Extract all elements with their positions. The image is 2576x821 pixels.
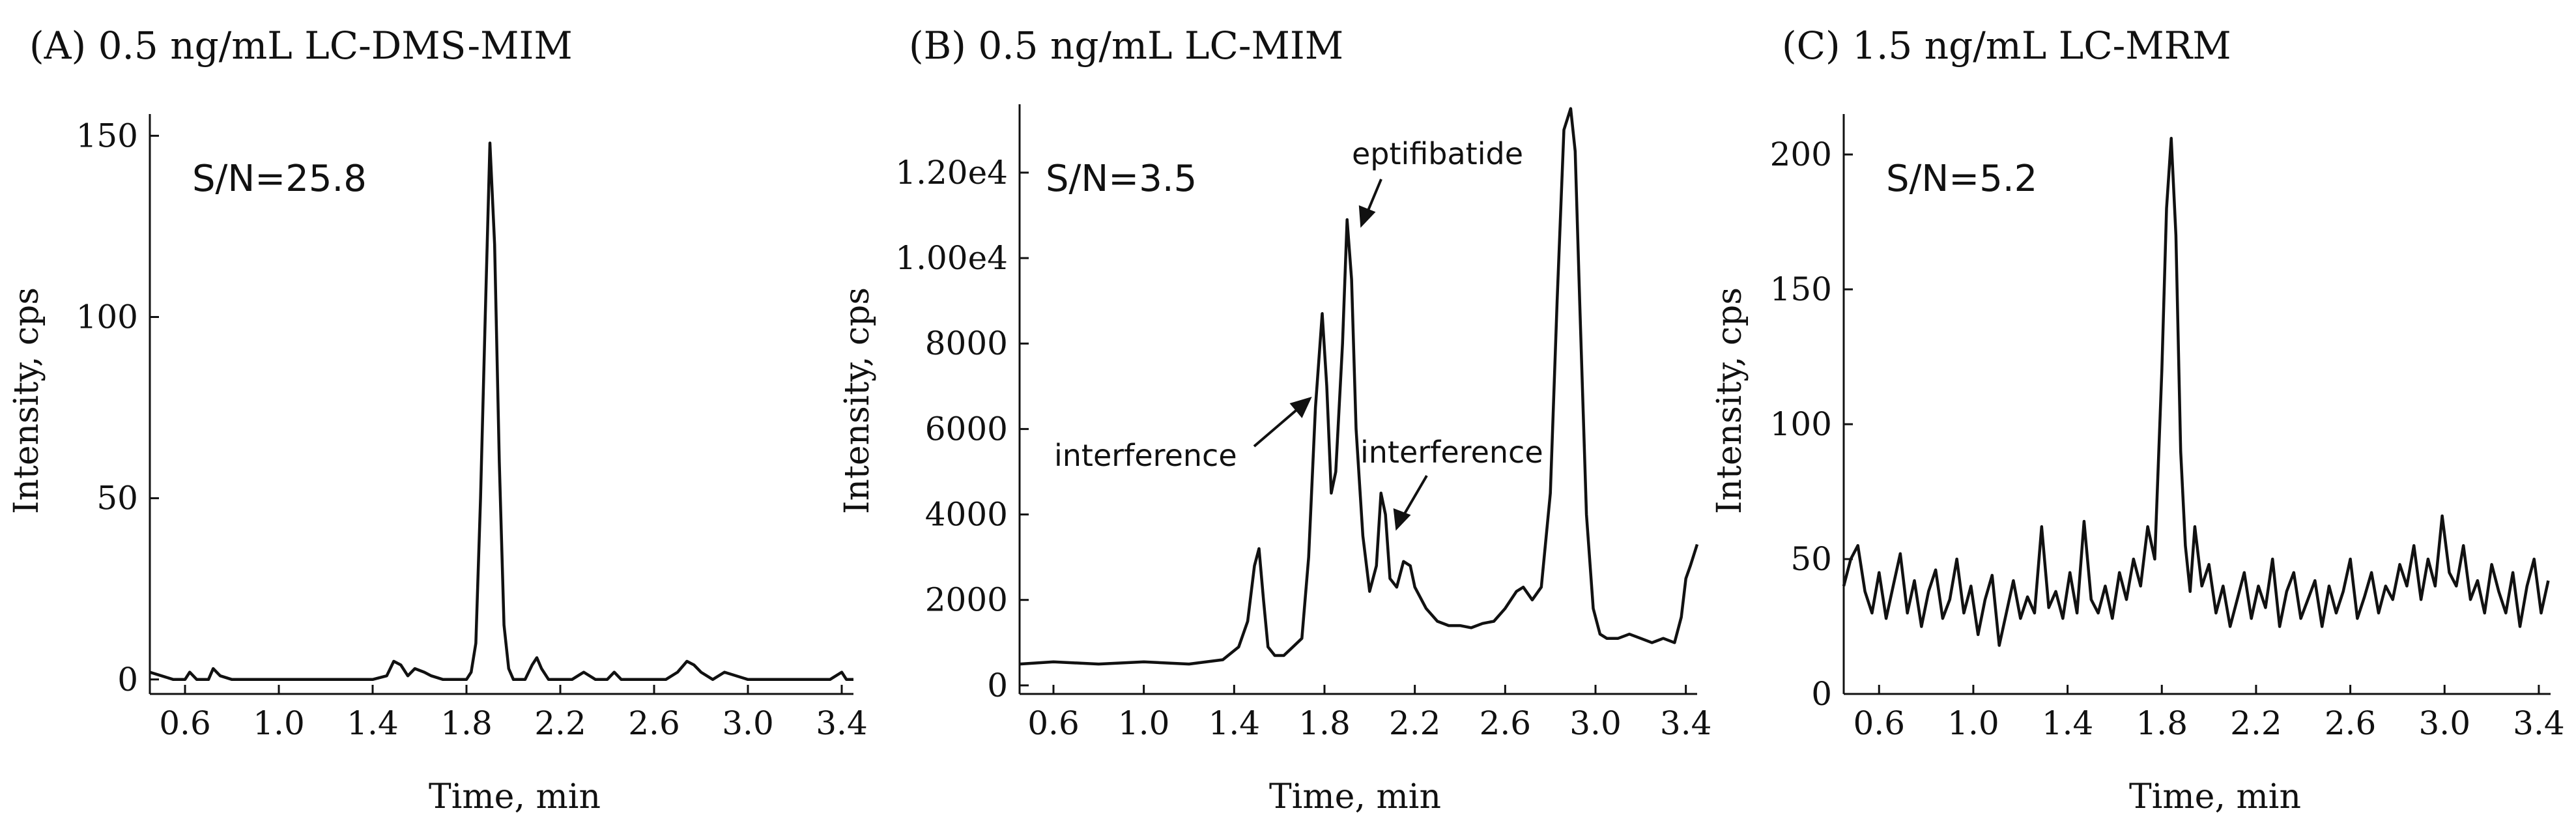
panel-c-xlabel: Time, min	[2129, 777, 2301, 816]
y-tick-label: 8000	[925, 324, 1008, 362]
y-tick-label: 150	[1770, 270, 1832, 308]
x-tick-label: 1.4	[347, 704, 399, 742]
y-tick-label: 2000	[925, 581, 1008, 619]
interference-arrowhead-2	[1393, 508, 1411, 531]
eptifibatide-arrowhead	[1358, 205, 1376, 228]
panel-a: (A) 0.5 ng/mL LC-DMS-MIM Intensity, cps …	[7, 23, 868, 816]
x-tick-label: 2.2	[2230, 704, 2282, 742]
panel-b: (B) 0.5 ng/mL LC-MIM Intensity, cps Time…	[838, 23, 1711, 816]
x-tick-label: 3.0	[722, 704, 774, 742]
x-tick-label: 1.0	[1118, 704, 1170, 742]
panel-a-sn-label: S/N=25.8	[192, 158, 367, 200]
x-tick-label: 3.4	[816, 704, 868, 742]
x-tick-label: 1.8	[440, 704, 493, 742]
panel-c-ylabel: Intensity, cps	[1710, 287, 1749, 514]
x-tick-label: 3.4	[2513, 704, 2565, 742]
panel-c-title: (C) 1.5 ng/mL LC-MRM	[1782, 23, 2231, 68]
panel-b-ylabel: Intensity, cps	[838, 287, 877, 514]
y-tick-label: 0	[117, 661, 138, 699]
x-tick-label: 2.6	[1480, 704, 1532, 742]
y-tick-label: 100	[1770, 405, 1832, 443]
interference-label-2: interference	[1360, 435, 1543, 470]
y-tick-label: 0	[1811, 675, 1832, 713]
y-tick-label: 6000	[925, 410, 1008, 448]
y-tick-label: 100	[76, 298, 138, 336]
panel-a-title: (A) 0.5 ng/mL LC-DMS-MIM	[29, 23, 573, 68]
panel-c: (C) 1.5 ng/mL LC-MRM Intensity, cps Time…	[1710, 23, 2565, 816]
x-tick-label: 3.4	[1660, 704, 1712, 742]
panel-c-sn-label: S/N=5.2	[1886, 158, 2037, 200]
x-tick-label: 1.0	[253, 704, 305, 742]
x-tick-label: 3.0	[1569, 704, 1622, 742]
panel-b-sn-label: S/N=3.5	[1046, 158, 1197, 200]
x-tick-label: 2.6	[2325, 704, 2377, 742]
chromatogram-trace	[1842, 137, 2550, 647]
x-tick-label: 2.2	[534, 704, 586, 742]
panel-a-ylabel: Intensity, cps	[7, 287, 46, 514]
interference-arrow-2	[1401, 474, 1428, 519]
interference-label-1: interference	[1054, 438, 1237, 473]
y-tick-label: 0	[987, 667, 1008, 704]
x-tick-label: 2.6	[628, 704, 680, 742]
chromatogram-trace	[1019, 107, 1699, 666]
y-tick-label: 50	[1790, 540, 1832, 578]
x-tick-label: 1.8	[1298, 704, 1351, 742]
panel-b-title: (B) 0.5 ng/mL LC-MIM	[909, 23, 1343, 68]
interference-arrowhead-1	[1289, 396, 1312, 418]
x-tick-label: 0.6	[1853, 704, 1905, 742]
x-tick-label: 1.4	[2042, 704, 2094, 742]
y-tick-label: 1.20e4	[895, 154, 1008, 192]
annotation-arrows	[1253, 179, 1428, 531]
panel-b-xlabel: Time, min	[1269, 777, 1441, 816]
y-tick-label: 50	[96, 480, 138, 517]
chromatogram-trace	[149, 141, 853, 682]
y-tick-label: 150	[76, 117, 138, 154]
y-tick-label: 200	[1770, 136, 1832, 173]
panel-a-xlabel: Time, min	[429, 777, 601, 816]
x-tick-label: 1.0	[1947, 704, 1999, 742]
eptifibatide-label: eptifibatide	[1352, 136, 1523, 171]
x-tick-label: 3.0	[2418, 704, 2470, 742]
x-tick-label: 2.2	[1389, 704, 1441, 742]
eptifibatide-arrow	[1365, 179, 1382, 216]
interference-arrow-1	[1253, 406, 1301, 448]
x-tick-label: 1.8	[2136, 704, 2188, 742]
x-tick-label: 0.6	[159, 704, 211, 742]
y-tick-label: 4000	[925, 496, 1008, 534]
x-tick-label: 0.6	[1027, 704, 1080, 742]
x-tick-label: 1.4	[1209, 704, 1261, 742]
y-tick-label: 1.00e4	[895, 239, 1008, 277]
